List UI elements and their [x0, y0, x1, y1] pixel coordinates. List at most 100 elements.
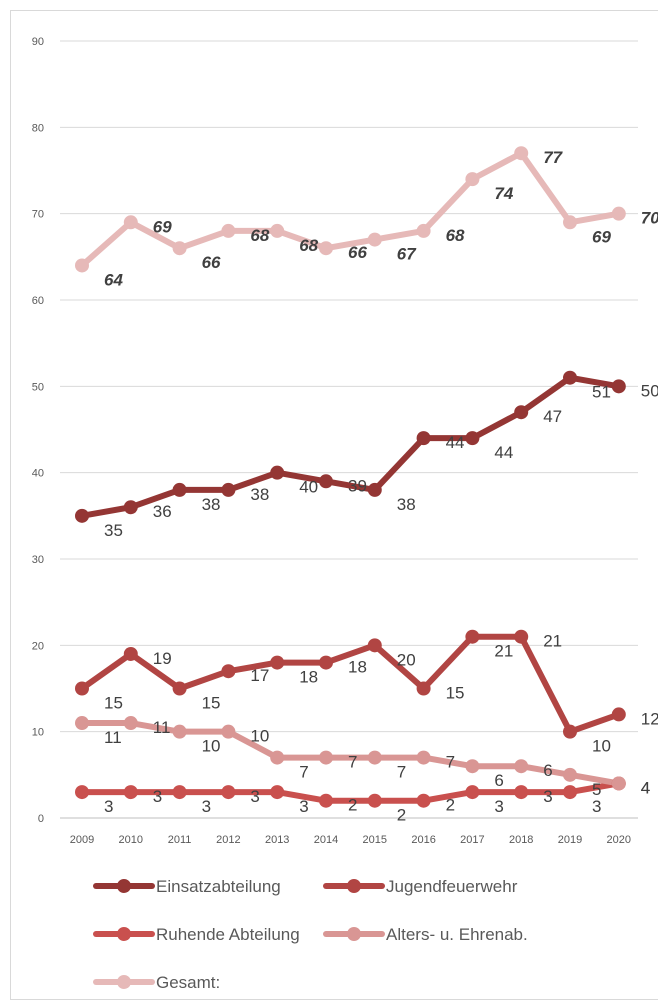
- data-label-einsatzabteilung: 35: [104, 521, 123, 540]
- series-line-alters-u-ehrenab: [79, 720, 622, 787]
- data-point-ruhende-abteilung: [221, 785, 236, 800]
- legend-item-gesamt: Gesamt:: [93, 973, 220, 992]
- data-label-alters-u-ehrenab: 4: [641, 778, 650, 797]
- data-label-ruhende-abteilung: 3: [592, 797, 601, 816]
- data-point-alters-u-ehrenab: [75, 716, 89, 731]
- data-label-jugendfeuerwehr: 18: [299, 668, 318, 687]
- x-tick-label: 2011: [168, 834, 192, 846]
- data-label-ruhende-abteilung: 2: [446, 796, 455, 815]
- data-point-gesamt: [75, 258, 89, 273]
- data-point-gesamt: [367, 232, 382, 247]
- data-point-einsatzabteilung: [611, 379, 626, 394]
- data-label-jugendfeuerwehr: 10: [592, 737, 611, 756]
- data-point-ruhende-abteilung: [514, 785, 529, 800]
- gridlines: [60, 40, 638, 819]
- legend-label: Einsatzabteilung: [156, 877, 281, 896]
- data-label-einsatzabteilung: 40: [299, 478, 318, 497]
- data-label-einsatzabteilung: 38: [202, 495, 221, 514]
- data-label-alters-u-ehrenab: 5: [592, 780, 601, 799]
- data-point-einsatzabteilung: [514, 405, 529, 420]
- data-label-gesamt: 66: [202, 253, 221, 272]
- legend-swatch-marker: [117, 927, 131, 941]
- data-point-einsatzabteilung: [416, 431, 431, 446]
- data-label-einsatzabteilung: 51: [592, 383, 611, 402]
- data-point-gesamt: [123, 215, 138, 230]
- data-label-gesamt: 77: [543, 148, 563, 167]
- data-point-alters-u-ehrenab: [514, 759, 529, 774]
- x-axis-ticks: 2009 2010 2011 2012 2013 2014 2015 2016 2017 2018…: [70, 834, 631, 846]
- data-point-gesamt: [563, 215, 577, 230]
- data-label-jugendfeuerwehr: 15: [104, 694, 123, 713]
- data-point-jugendfeuerwehr: [611, 707, 626, 722]
- data-point-einsatzabteilung: [367, 482, 382, 497]
- data-label-alters-u-ehrenab: 7: [299, 763, 308, 782]
- data-point-jugendfeuerwehr: [416, 681, 431, 696]
- data-label-alters-u-ehrenab: 11: [104, 728, 122, 747]
- series-line-gesamt: [79, 150, 622, 269]
- data-label-ruhende-abteilung: 3: [299, 797, 308, 816]
- data-point-einsatzabteilung: [563, 370, 577, 385]
- data-label-gesamt: 68: [299, 236, 318, 255]
- y-tick-label: 10: [32, 727, 44, 739]
- data-point-alters-u-ehrenab: [123, 716, 138, 731]
- data-point-gesamt: [221, 223, 236, 238]
- data-label-jugendfeuerwehr: 19: [153, 649, 172, 668]
- data-label-alters-u-ehrenab: 10: [250, 727, 269, 746]
- data-point-jugendfeuerwehr: [270, 655, 285, 670]
- data-label-gesamt: 68: [250, 226, 269, 245]
- data-label-gesamt: 67: [397, 245, 417, 264]
- data-label-alters-u-ehrenab: 10: [202, 737, 221, 756]
- data-label-alters-u-ehrenab: 7: [348, 753, 357, 772]
- series-markers: [75, 146, 626, 808]
- series-line-einsatzabteilung: [79, 374, 622, 519]
- data-label-ruhende-abteilung: 3: [250, 787, 259, 806]
- legend-label: Ruhende Abteilung: [156, 925, 300, 944]
- legend-label: Alters- u. Ehrenab.: [386, 925, 528, 944]
- data-point-ruhende-abteilung: [270, 785, 285, 800]
- data-point-ruhende-abteilung: [563, 785, 577, 800]
- data-point-jugendfeuerwehr: [319, 655, 333, 670]
- data-label-jugendfeuerwehr: 21: [494, 642, 513, 661]
- data-point-gesamt: [465, 172, 480, 187]
- data-point-einsatzabteilung: [123, 500, 138, 515]
- data-label-jugendfeuerwehr: 18: [348, 658, 367, 677]
- data-point-jugendfeuerwehr: [465, 629, 480, 644]
- data-point-alters-u-ehrenab: [465, 759, 480, 774]
- data-label-gesamt: 69: [592, 227, 611, 246]
- y-tick-label: 40: [32, 468, 44, 480]
- data-label-jugendfeuerwehr: 20: [397, 650, 416, 669]
- legend-swatch-marker: [117, 879, 131, 893]
- data-point-ruhende-abteilung: [123, 785, 138, 800]
- data-point-einsatzabteilung: [465, 431, 480, 446]
- y-axis-ticks: 0 10 20 30 40 50 60 70 80 90: [32, 36, 44, 825]
- data-label-ruhende-abteilung: 3: [202, 797, 211, 816]
- data-label-ruhende-abteilung: 3: [543, 787, 552, 806]
- data-label-jugendfeuerwehr: 15: [202, 694, 221, 713]
- data-point-alters-u-ehrenab: [319, 750, 333, 765]
- legend-item-einsatzabteilung: Einsatzabteilung: [93, 877, 281, 896]
- data-point-gesamt: [319, 241, 333, 256]
- data-label-gesamt: 74: [494, 184, 513, 203]
- data-label-einsatzabteilung: 50: [641, 381, 658, 400]
- x-tick-label: 2015: [363, 834, 387, 846]
- data-label-ruhende-abteilung: 3: [104, 797, 113, 816]
- data-point-jugendfeuerwehr: [367, 638, 382, 653]
- data-label-alters-u-ehrenab: 11: [153, 718, 171, 737]
- data-point-gesamt: [611, 206, 626, 221]
- x-tick-label: 2012: [216, 834, 240, 846]
- x-tick-label: 2016: [411, 834, 435, 846]
- data-point-jugendfeuerwehr: [563, 724, 577, 739]
- data-point-einsatzabteilung: [172, 482, 187, 497]
- legend-swatch-marker: [117, 975, 131, 989]
- data-point-gesamt: [514, 146, 529, 161]
- y-tick-label: 80: [32, 122, 44, 134]
- data-label-alters-u-ehrenab: 6: [494, 771, 503, 790]
- series-line-jugendfeuerwehr: [79, 633, 622, 735]
- y-tick-label: 70: [32, 209, 44, 221]
- data-point-einsatzabteilung: [75, 508, 89, 523]
- data-point-gesamt: [416, 223, 431, 238]
- data-label-einsatzabteilung: 36: [153, 502, 172, 521]
- x-tick-label: 2017: [460, 834, 484, 846]
